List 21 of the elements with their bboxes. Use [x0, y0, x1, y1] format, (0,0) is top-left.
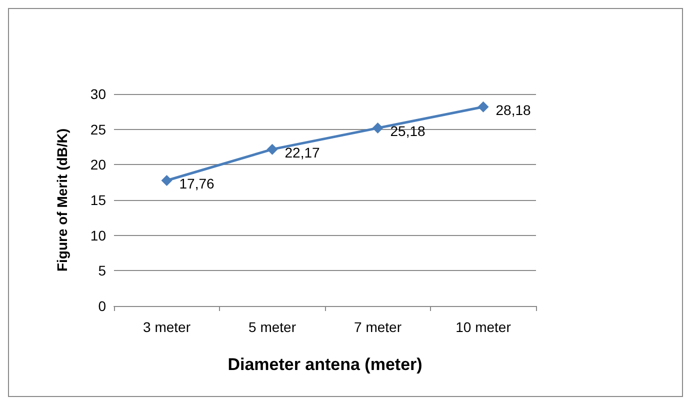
y-tick-label: 5	[98, 262, 106, 279]
data-label: 22,17	[284, 144, 320, 160]
data-label: 25,18	[390, 123, 426, 140]
y-tick-label: 10	[90, 227, 106, 244]
x-axis-title: Diameter antena (meter)	[228, 355, 422, 374]
data-label: 28,18	[496, 102, 531, 118]
y-tick-label: 20	[90, 156, 106, 173]
y-axis-title: Figure of Merit (dB/K)	[54, 128, 70, 272]
point	[161, 174, 172, 186]
y-tick-label: 0	[98, 298, 106, 314]
x-tick-label: 5 meter	[248, 319, 296, 335]
point	[266, 144, 278, 155]
y-tick-label: 25	[90, 121, 106, 138]
y-tick-label: 30	[90, 86, 106, 102]
x-tick-label: 3 meter	[143, 319, 191, 335]
x-tick-label: 10 meter	[456, 319, 512, 335]
point	[478, 101, 489, 112]
x-tick-label: 7 meter	[354, 319, 402, 335]
data-label: 17,76	[179, 175, 214, 192]
point	[372, 122, 384, 134]
y-tick-label: 15	[90, 192, 106, 208]
